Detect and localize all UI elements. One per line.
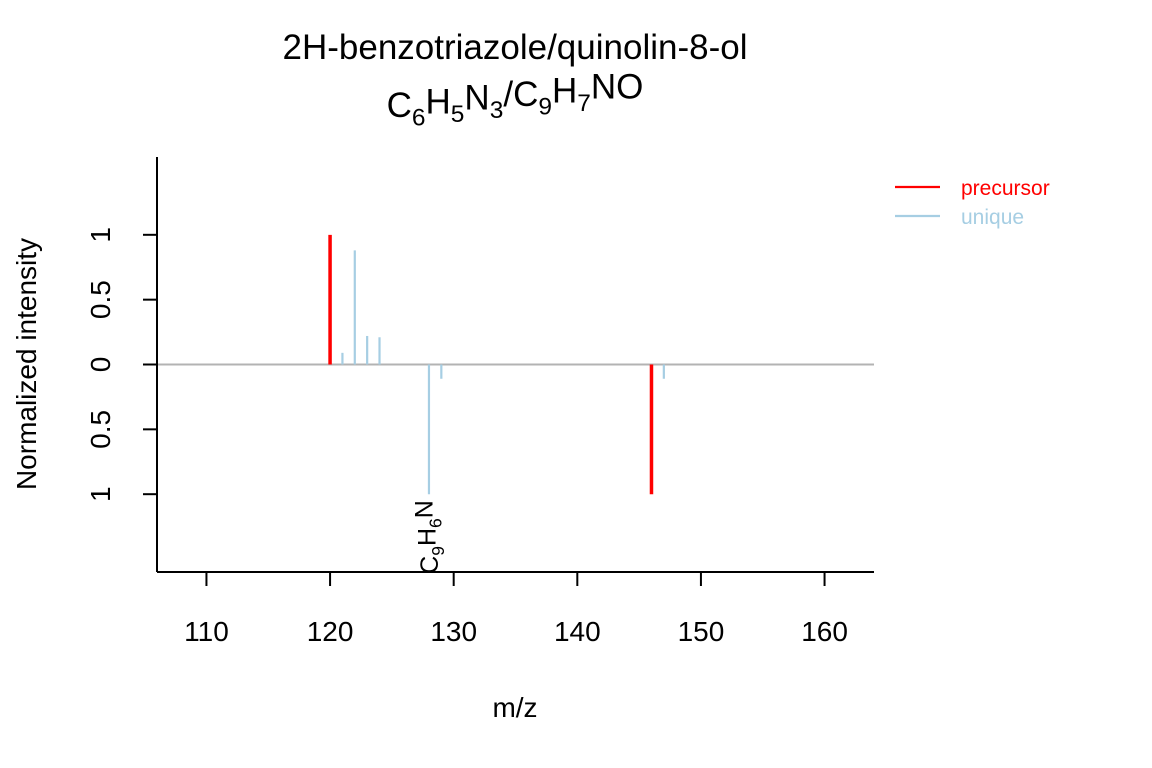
y-tick-label: 0: [85, 357, 116, 373]
y-axis-label: Normalized intensity: [11, 238, 42, 490]
x-tick-label: 140: [554, 616, 601, 647]
y-tick-label: 0.5: [85, 410, 116, 449]
axes: 110 120 130 140 150 160 1 0.5 0 0.5 1 m/z Normalized…: [11, 157, 874, 723]
title-line-1: 2H-benzotriazole/quinolin-8-ol: [283, 28, 748, 67]
x-tick-label: 120: [307, 616, 354, 647]
x-tick-label: 160: [801, 616, 848, 647]
legend-label-precursor: precursor: [961, 177, 1050, 200]
legend-label-unique: unique: [961, 206, 1024, 229]
chart-title: 2H-benzotriazole/quinolin-8-olC6H5N3/C9H…: [283, 28, 748, 132]
title-line-2: C6H5N3/C9H7NO: [387, 68, 644, 132]
y-tick-label: 0.5: [85, 280, 116, 319]
x-tick-label: 110: [184, 616, 229, 647]
plot-area: C9H6N: [157, 234, 874, 574]
x-tick-label: 150: [678, 616, 725, 647]
y-tick-label: 1: [85, 227, 116, 243]
y-tick-label: 1: [85, 486, 116, 502]
peak-annotation-label: C9H6N: [411, 500, 448, 574]
legend: precursor unique: [895, 177, 1050, 229]
x-tick-label: 130: [430, 616, 477, 647]
x-axis-label: m/z: [492, 692, 537, 723]
